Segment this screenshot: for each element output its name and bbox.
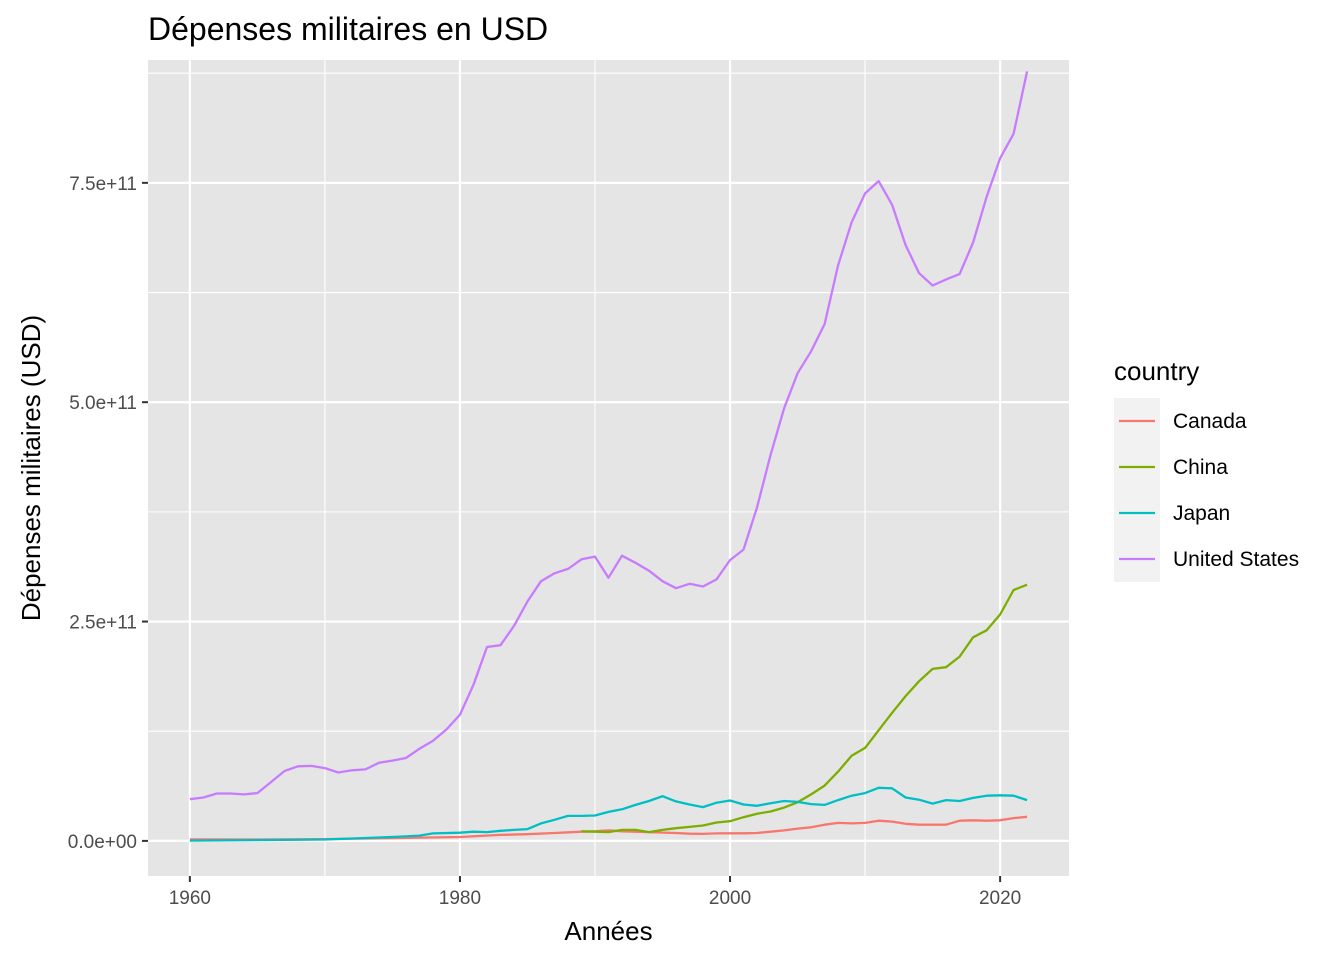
legend-title: country — [1114, 356, 1199, 386]
legend-label: United States — [1173, 548, 1299, 571]
x-tick-label: 2020 — [979, 888, 1021, 909]
minor-gridlines — [148, 60, 1069, 876]
legend-label: Canada — [1173, 410, 1247, 433]
series-line-canada — [189, 815, 1028, 841]
axes: 1960 1980 2000 2020 0.0e+00 2.5e+11 5.0e+11 7.5… — [68, 174, 1021, 909]
legend-items: Canada China Japan United States — [1114, 398, 1299, 582]
legend-item-china: China — [1114, 444, 1228, 490]
y-axis-title: Dépenses militaires (USD) — [16, 315, 46, 621]
legend-item-japan: Japan — [1114, 490, 1230, 536]
legend-label: China — [1173, 456, 1228, 479]
legend-item-canada: Canada — [1114, 398, 1247, 444]
series-line-japan — [189, 786, 1028, 842]
y-tick-label: 5.0e+11 — [69, 393, 137, 414]
x-tick-label: 2000 — [709, 888, 751, 909]
x-axis-title: Années — [564, 916, 652, 946]
y-tick-label: 0.0e+00 — [68, 832, 137, 853]
major-gridlines — [148, 60, 1069, 876]
y-tick-label: 2.5e+11 — [69, 613, 137, 634]
legend-label: Japan — [1173, 502, 1230, 525]
legend: country Canada China Japan United States — [1114, 356, 1299, 582]
x-tick-label: 1980 — [439, 888, 481, 909]
chart-title: Dépenses militaires en USD — [148, 11, 548, 47]
series-lines — [189, 71, 1029, 842]
series-line-united-states — [189, 71, 1029, 801]
series-line-china — [581, 583, 1028, 834]
plot-panel-background — [148, 60, 1069, 876]
y-tick-label: 7.5e+11 — [69, 174, 137, 195]
legend-item-united-states: United States — [1114, 536, 1299, 582]
plot-panel — [148, 60, 1069, 876]
x-tick-label: 1960 — [169, 888, 211, 909]
